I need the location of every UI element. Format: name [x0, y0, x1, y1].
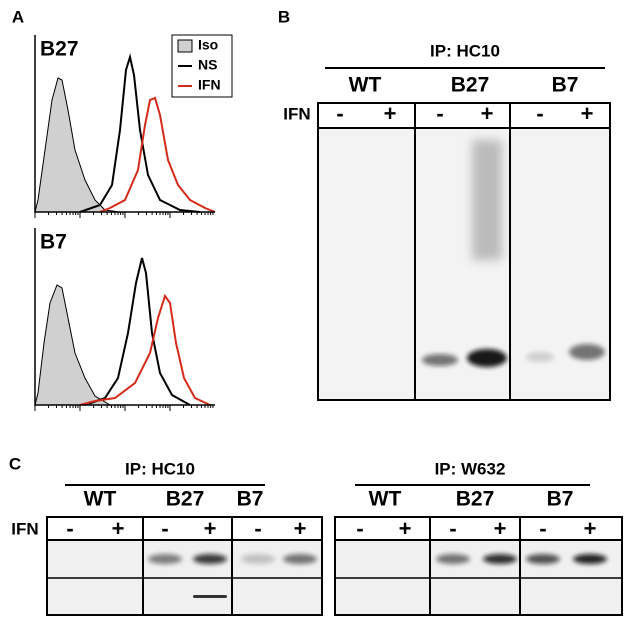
lane-label: +	[384, 101, 397, 126]
band	[241, 554, 275, 564]
band	[422, 354, 458, 366]
blot-header	[319, 104, 609, 127]
group-label: B27	[451, 74, 490, 97]
lane-label: -	[161, 516, 168, 541]
ns-curve	[79, 53, 201, 213]
blot	[317, 102, 611, 401]
blot-header	[336, 518, 621, 540]
band	[483, 554, 517, 564]
panel-label: B	[278, 7, 290, 26]
lane-label: +	[399, 516, 412, 541]
treatment-label: IFN	[283, 104, 310, 123]
panel-label: A	[12, 7, 24, 26]
lane-label: +	[112, 516, 125, 541]
ifn-curve	[79, 293, 211, 406]
band	[193, 595, 227, 598]
group-label: B27	[456, 488, 495, 511]
band	[569, 344, 605, 360]
ifn-curve	[99, 96, 216, 213]
lane-label: -	[66, 516, 73, 541]
band	[526, 352, 554, 362]
plot-title: B27	[40, 38, 79, 61]
band	[283, 554, 317, 564]
group-label: WT	[84, 488, 117, 511]
lane-label: +	[584, 516, 597, 541]
lane-label: +	[494, 516, 507, 541]
legend-label: Iso	[198, 37, 218, 53]
lane-label: -	[536, 101, 543, 126]
band	[148, 554, 182, 564]
lane-label: -	[356, 516, 363, 541]
lane-label: -	[539, 516, 546, 541]
treatment-label: IFN	[11, 519, 38, 538]
group-label: B7	[237, 488, 264, 511]
band	[193, 554, 227, 564]
smear	[472, 140, 502, 260]
ip-label: IP: HC10	[430, 41, 500, 60]
ns-curve	[84, 257, 191, 406]
band	[526, 554, 560, 564]
band	[467, 349, 507, 367]
legend-swatch	[177, 39, 193, 53]
band	[436, 554, 470, 564]
lane-label: +	[204, 516, 217, 541]
group-label: B27	[166, 488, 205, 511]
group-label: B7	[547, 488, 574, 511]
legend-label: NS	[198, 57, 217, 73]
group-label: WT	[349, 74, 382, 97]
lane-label: -	[254, 516, 261, 541]
band	[573, 554, 607, 564]
lane-label: +	[481, 101, 494, 126]
lane-label: +	[294, 516, 307, 541]
ip-label: IP: HC10	[125, 459, 195, 478]
group-label: WT	[369, 488, 402, 511]
plot-title: B7	[40, 231, 67, 254]
ip-label: IP: W632	[435, 459, 506, 478]
blot-header	[48, 518, 321, 540]
group-label: B7	[552, 74, 579, 97]
lane-label: -	[436, 101, 443, 126]
iso-curve	[34, 284, 112, 406]
legend-label: IFN	[198, 77, 221, 93]
lane-label: +	[581, 101, 594, 126]
lane-label: -	[336, 101, 343, 126]
panel-label: C	[9, 454, 21, 473]
lane-label: -	[449, 516, 456, 541]
